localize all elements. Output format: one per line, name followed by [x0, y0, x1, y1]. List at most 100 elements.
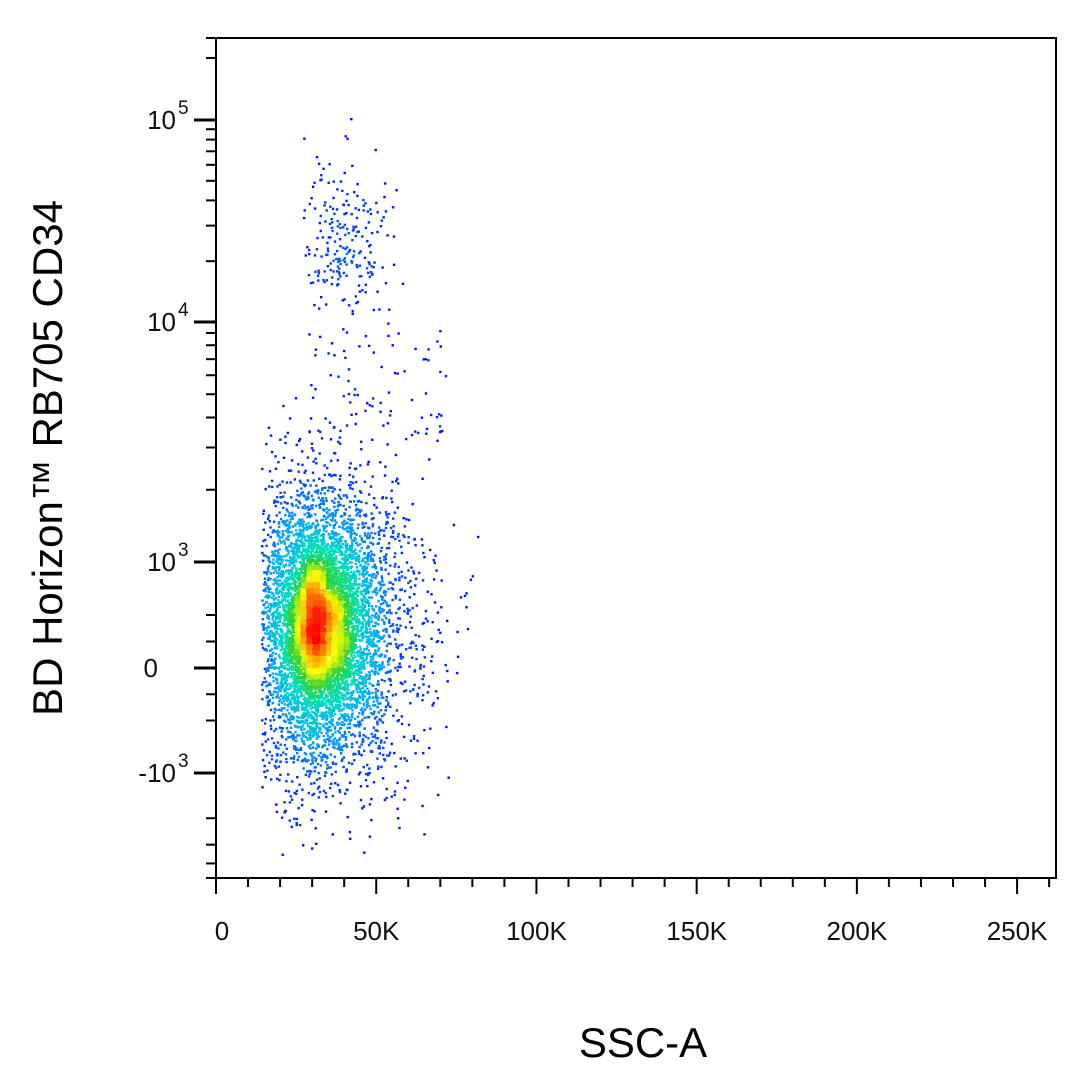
event-dot: [296, 545, 299, 549]
event-dot: [345, 496, 349, 499]
event-dot: [345, 526, 349, 529]
event-dot: [338, 722, 341, 725]
event-dot: [400, 551, 404, 555]
event-dot: [310, 525, 313, 528]
event-dot: [317, 540, 320, 543]
event-dot: [376, 230, 379, 234]
event-dot: [309, 747, 312, 750]
event-dot: [283, 596, 287, 600]
event-dot: [296, 758, 299, 761]
event-dot: [330, 546, 333, 550]
event-dot: [278, 536, 282, 539]
event-dot: [288, 659, 292, 662]
event-dot: [419, 667, 422, 670]
event-dot: [398, 579, 401, 582]
event-dot: [329, 753, 332, 756]
event-dot: [386, 234, 389, 237]
event-dot: [311, 730, 314, 734]
event-dot: [349, 480, 352, 484]
event-dot: [317, 531, 320, 535]
event-dot: [301, 523, 305, 526]
event-dot: [353, 647, 356, 651]
event-dot: [322, 503, 325, 506]
event-dot: [289, 726, 293, 729]
event-dot: [263, 648, 266, 651]
event-dot: [272, 543, 275, 546]
event-dot: [273, 711, 276, 714]
event-dot: [356, 594, 359, 597]
event-dot: [377, 672, 380, 675]
event-dot: [286, 524, 289, 527]
event-dot: [421, 477, 424, 480]
event-dot: [286, 611, 290, 614]
event-dot: [285, 508, 288, 511]
event-dot: [354, 548, 357, 552]
event-dot: [359, 629, 362, 632]
event-dot: [355, 703, 358, 706]
event-dot: [343, 584, 347, 587]
event-dot: [389, 669, 392, 672]
event-dot: [284, 698, 287, 701]
event-dot: [289, 544, 293, 547]
event-dot: [369, 485, 373, 488]
event-dot: [354, 706, 357, 709]
event-dot: [439, 631, 442, 634]
event-dot: [361, 654, 364, 657]
event-dot: [352, 570, 356, 574]
event-dot: [332, 673, 335, 677]
event-dot: [359, 534, 362, 538]
event-dot: [269, 578, 272, 581]
event-dot: [295, 567, 298, 570]
event-dot: [321, 758, 324, 762]
event-dot: [381, 661, 384, 664]
event-dot: [320, 488, 324, 491]
event-dot: [393, 555, 396, 559]
event-dot: [311, 735, 315, 738]
event-dot: [356, 665, 360, 668]
event-dot: [316, 743, 319, 746]
event-dot: [320, 542, 324, 545]
event-dot: [273, 659, 276, 662]
event-dot: [274, 746, 278, 749]
event-dot: [382, 583, 386, 586]
event-dot: [277, 633, 280, 636]
event-dot: [302, 483, 305, 486]
event-dot: [336, 542, 339, 545]
event-dot: [355, 555, 358, 559]
event-dot: [358, 573, 361, 576]
event-dot: [357, 650, 360, 653]
event-dot: [373, 632, 377, 635]
event-dot: [357, 618, 360, 621]
event-dot: [412, 737, 416, 740]
event-dot: [349, 483, 352, 487]
event-dot: [378, 609, 381, 612]
event-dot: [347, 588, 350, 591]
event-dot: [335, 570, 338, 573]
event-dot: [367, 737, 370, 740]
event-dot: [359, 675, 362, 679]
event-dot: [297, 705, 300, 709]
event-dot: [388, 608, 391, 612]
event-dot: [357, 208, 361, 212]
event-dot: [437, 793, 440, 797]
event-dot: [425, 432, 428, 435]
event-dot: [368, 602, 371, 605]
event-dot: [286, 697, 289, 700]
event-dot: [284, 686, 288, 689]
event-dot: [477, 535, 480, 539]
event-dot: [376, 572, 379, 575]
event-dot: [379, 401, 382, 405]
event-dot: [361, 568, 364, 571]
event-dot: [399, 588, 402, 592]
event-dot: [439, 345, 442, 348]
event-dot: [322, 499, 325, 503]
event-dot: [371, 542, 374, 545]
event-dot: [356, 512, 360, 515]
event-dot: [350, 692, 353, 695]
event-dot: [351, 742, 354, 745]
event-dot: [335, 721, 339, 724]
event-dot: [283, 690, 286, 693]
event-dot: [296, 522, 300, 525]
event-dot: [341, 680, 344, 684]
event-dot: [274, 567, 277, 570]
